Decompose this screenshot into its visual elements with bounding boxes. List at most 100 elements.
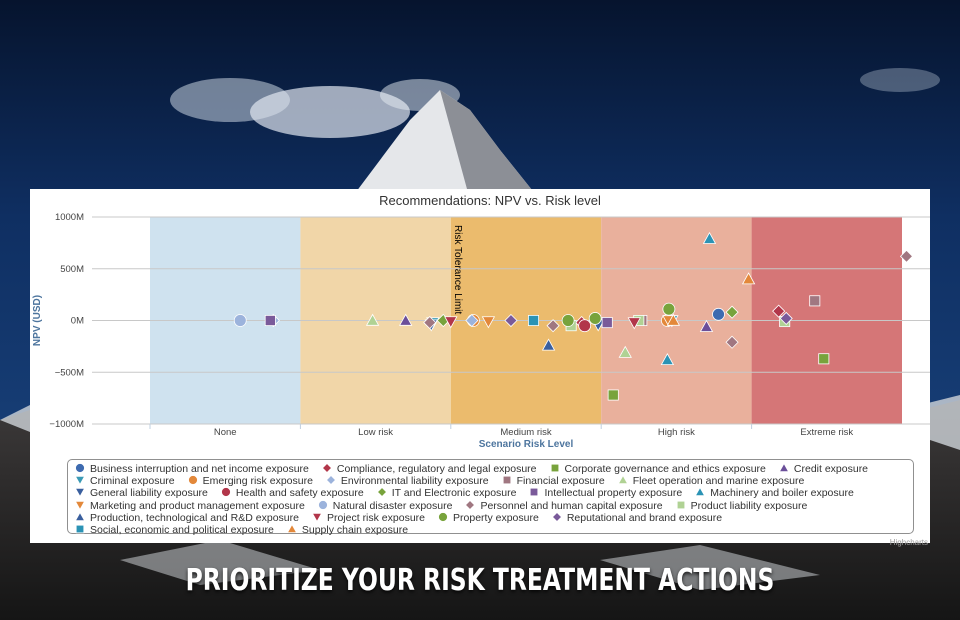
x-tick-label: Medium risk [500,427,551,438]
square-marker-icon [676,500,685,509]
grid-lines [92,216,930,425]
point[interactable] [546,319,560,333]
legend-symbol[interactable] [74,500,86,510]
legend-symbol[interactable] [74,488,86,498]
point[interactable] [662,302,676,316]
legend-item[interactable]: Marketing and product management exposur… [74,500,305,512]
x-tick-label: High risk [658,427,695,438]
legend-item[interactable]: Credit exposure [778,463,868,475]
point[interactable] [601,317,613,329]
square-marker-icon [75,524,85,534]
legend-symbol[interactable] [286,523,298,533]
legend-row: Production, technological and R&D exposu… [74,511,907,524]
point[interactable] [725,335,739,349]
legend-item[interactable]: Personnel and human capital exposure [464,499,663,512]
legend-label: Production, technological and R&D exposu… [90,511,299,524]
point[interactable] [666,313,681,326]
legend-label: Personnel and human capital exposure [480,499,663,512]
legend-symbol[interactable] [221,487,231,498]
point[interactable] [481,316,496,329]
legend-item[interactable]: Corporate governance and ethics exposure [549,463,766,475]
point[interactable] [702,231,717,244]
point[interactable] [399,313,413,326]
legend-symbol[interactable] [75,524,85,534]
legend-item[interactable]: Criminal exposure [74,475,175,487]
legend-symbol[interactable] [311,512,323,522]
point[interactable] [541,338,556,351]
legend-symbol[interactable] [465,499,476,510]
point[interactable] [818,353,830,365]
point[interactable] [779,311,793,325]
legend-item[interactable]: Emerging risk exposure [187,475,313,487]
legend-symbol[interactable] [75,463,85,473]
legend-item[interactable]: Production, technological and R&D exposu… [74,511,299,524]
legend-symbol[interactable] [778,463,790,473]
triangle-down-marker-icon [311,512,323,522]
point[interactable] [725,305,739,319]
legend-item[interactable]: Business interruption and net income exp… [74,463,309,475]
diamond-marker-icon [325,475,336,486]
point[interactable] [607,389,619,401]
point[interactable] [660,353,675,366]
legend-item[interactable]: Financial exposure [501,475,605,487]
legend-item[interactable]: General liability exposure [74,487,208,499]
legend-symbol[interactable] [617,475,628,485]
legend-item[interactable]: Property exposure [437,512,539,524]
point[interactable] [423,316,437,330]
point[interactable] [712,307,725,321]
y-tick-labels: 1000M 500M 0M −500M −1000M [49,212,84,430]
legend-item[interactable]: IT and Electronic exposure [376,487,517,500]
legend-symbol[interactable] [74,476,86,486]
legend-item[interactable]: Health and safety exposure [220,487,364,499]
point[interactable] [578,319,592,333]
point[interactable] [627,317,641,330]
point[interactable] [465,313,479,328]
point[interactable] [233,314,247,327]
legend-item[interactable]: Natural disaster exposure [317,499,452,512]
triangle-down-marker-icon [74,476,86,486]
triangle-marker-icon [74,511,86,521]
point[interactable] [809,295,821,307]
point[interactable] [504,313,518,328]
legend-label: Project risk exposure [326,511,426,524]
diamond-marker-icon [321,463,332,473]
legend-item[interactable]: Intellectual property exposure [528,487,682,499]
point[interactable] [528,315,540,327]
legend-item[interactable]: Compliance, regulatory and legal exposur… [321,463,537,475]
point[interactable] [365,313,380,326]
legend-item[interactable]: Product liability exposure [675,500,807,512]
legend-symbol[interactable] [74,511,86,521]
legend-symbol[interactable] [317,499,328,510]
legend-item[interactable]: Reputational and brand exposure [551,511,722,524]
legend-symbol[interactable] [676,500,685,509]
legend-symbol[interactable] [376,487,387,498]
point[interactable] [899,249,914,263]
legend-symbol[interactable] [187,475,198,486]
legend-label: Compliance, regulatory and legal exposur… [336,463,537,475]
point[interactable] [264,315,276,327]
legend-symbol[interactable] [530,488,539,497]
legend-item[interactable]: Project risk exposure [311,512,425,524]
data-points [233,231,914,401]
legend-label: IT and Electronic exposure [391,487,517,500]
legend-symbol[interactable] [438,511,448,522]
point[interactable] [444,316,458,329]
legend-item[interactable]: Machinery and boiler exposure [694,487,854,499]
chart-panel: Recommendations: NPV vs. Risk level NPV … [30,189,930,547]
point[interactable] [618,345,632,358]
legend-item[interactable]: Fleet operation and marine exposure [617,475,804,487]
legend-item[interactable]: Supply chain exposure [286,523,408,536]
legend-symbol[interactable] [325,475,336,486]
point[interactable] [588,312,602,325]
legend-symbol[interactable] [550,463,559,473]
legend-symbol[interactable] [695,487,706,497]
point[interactable] [699,319,714,332]
point[interactable] [741,272,756,285]
legend-item[interactable]: Social, economic and political exposure [74,524,274,536]
point[interactable] [772,304,786,318]
legend-symbol[interactable] [321,463,332,473]
legend-item[interactable]: Environmental liability exposure [325,475,489,487]
point[interactable] [561,314,575,327]
legend-symbol[interactable] [502,475,511,485]
legend-symbol[interactable] [551,511,562,522]
